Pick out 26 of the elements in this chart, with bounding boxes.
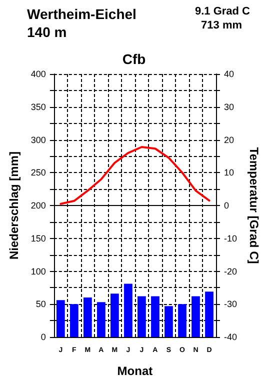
chart-subtitle: 140 m	[27, 24, 67, 40]
y2-tick-label: -40	[224, 332, 238, 342]
text: 9.1 Grad C	[194, 6, 250, 18]
y2-tick-label: -20	[224, 266, 238, 276]
y2-tick-label: 10	[224, 168, 234, 178]
y-tick-label: 150	[30, 233, 46, 244]
y-tick-label: 50	[36, 299, 46, 310]
y-axis-title: Niederschlag [mm]	[7, 151, 21, 260]
y-tick-label: 200	[30, 200, 46, 210]
y-tick-label: 250	[30, 168, 46, 178]
y-tick-label: 300	[30, 134, 46, 145]
y-tick-label: 350	[30, 102, 46, 112]
x-axis-title: Monat	[117, 364, 153, 378]
y2-tick-label: 20	[224, 134, 234, 145]
chart-title: Wertheim-Eichel	[27, 6, 136, 22]
y2-tick-label: -30	[224, 299, 238, 310]
y2-tick-label: 0	[224, 200, 230, 210]
y-tick-label: 100	[30, 266, 46, 276]
y2-tick-label: 40	[224, 69, 234, 79]
text: 713 mm	[201, 20, 242, 32]
y2-tick-label: -10	[224, 233, 238, 244]
y-tick-label: 400	[30, 69, 46, 79]
y-tick-label: 0	[40, 332, 46, 342]
text: Cfb	[122, 51, 146, 67]
y2-tick-label: 30	[224, 102, 234, 112]
y2-axis-title: Temperatur [Grad C]	[247, 147, 261, 264]
